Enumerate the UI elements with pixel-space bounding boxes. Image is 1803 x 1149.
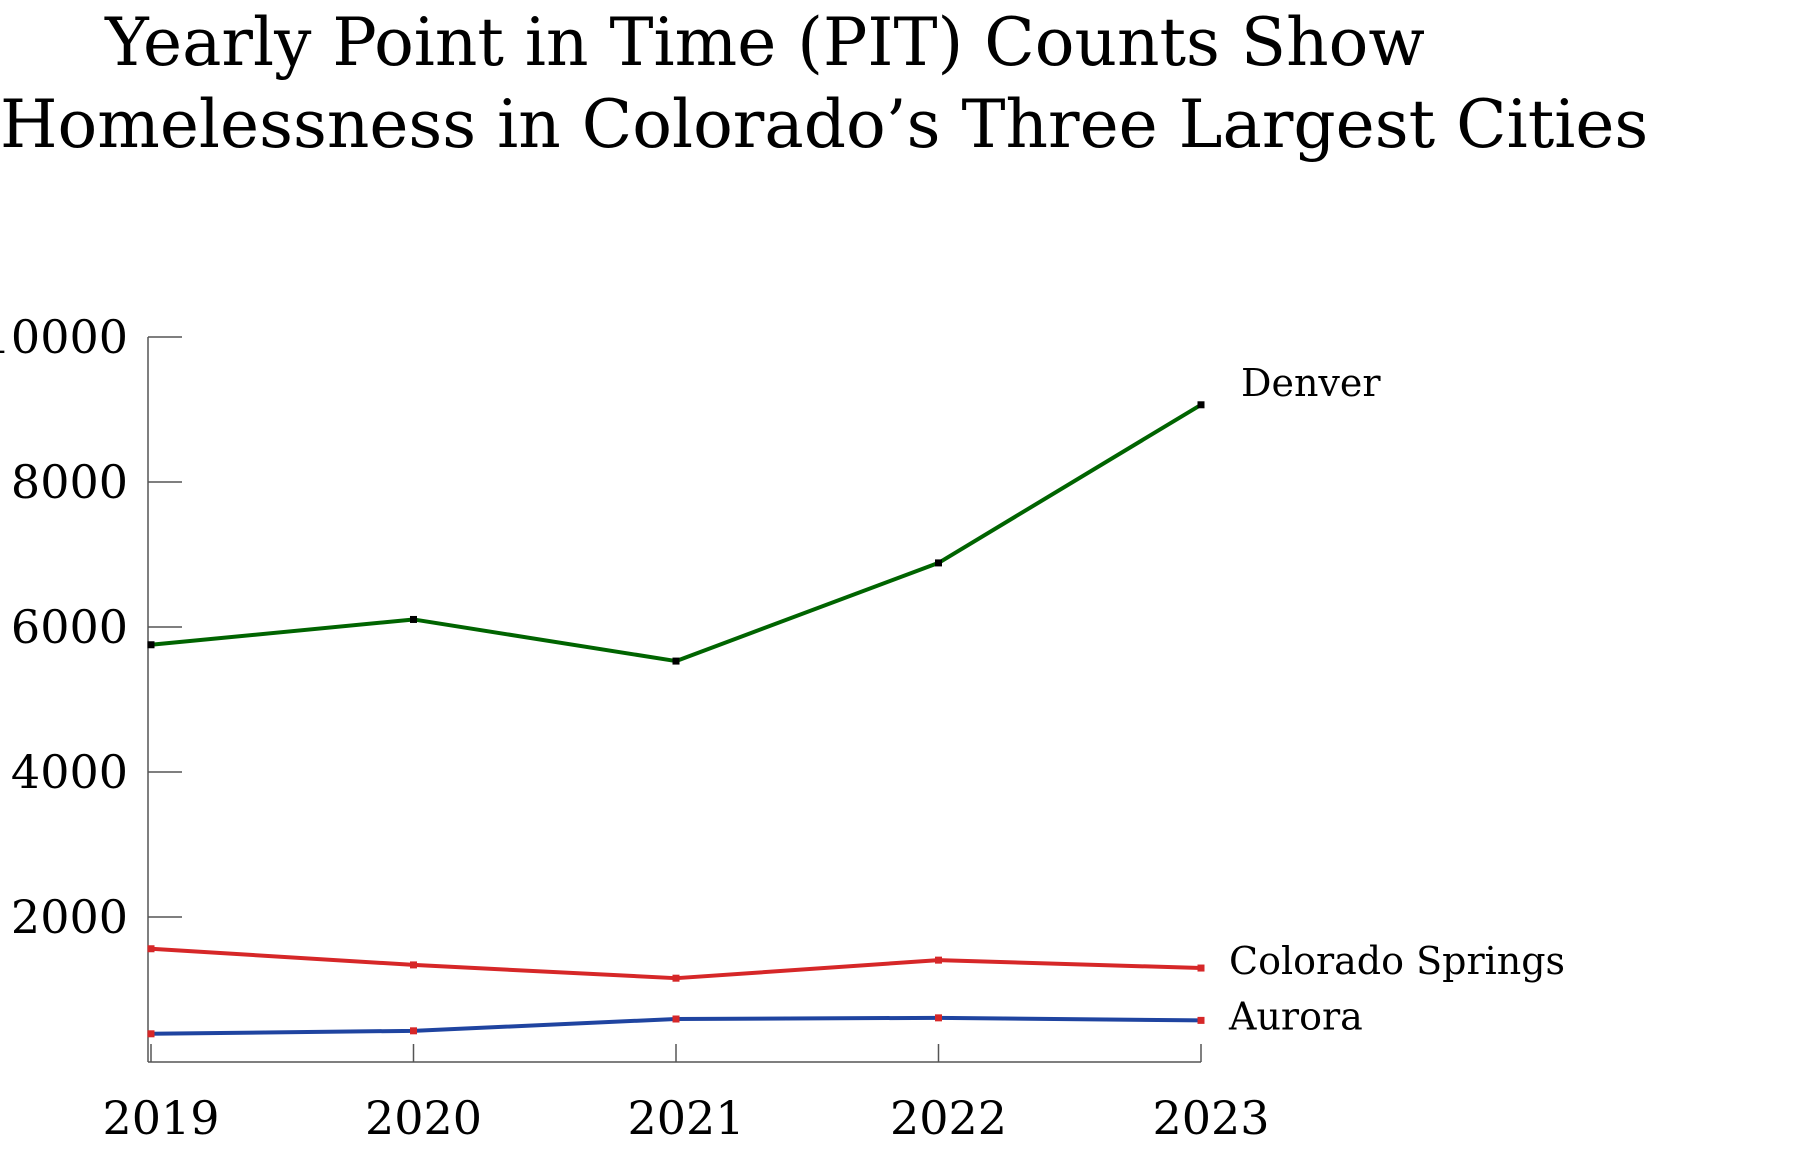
y-tick-label: 6000 [11,600,128,654]
data-point [147,945,155,953]
series-label: Colorado Springs [1229,939,1565,983]
y-tick-label: 10000 [0,310,128,364]
x-tick-label: 2023 [1152,1091,1269,1145]
x-tick-label: 2020 [365,1091,482,1145]
series-line-denver [149,402,1203,664]
y-tick-label: 4000 [11,745,128,799]
data-point [410,615,417,623]
series-label: Aurora [1228,994,1363,1038]
data-point [935,559,942,567]
x-tick-label: 2019 [102,1091,219,1145]
x-tick-label: 2022 [890,1091,1007,1145]
y-tick-label: 2000 [11,890,128,944]
data-point [935,1014,942,1022]
data-point [935,956,942,964]
x-tick-label: 2021 [627,1091,744,1145]
axes: 2000 4000 6000 8000 10000 2019 2020 2021 2022 202… [0,310,1270,1145]
series-lines [147,401,1205,1038]
series-label: Denver [1241,361,1381,405]
data-point [672,974,680,982]
data-point [147,641,155,649]
data-point [1197,401,1205,409]
data-point [410,961,417,969]
series-labels: Denver Colorado Springs Aurora [1228,361,1565,1039]
chart-title-line-2: Homelessness in Colorado’s Three Largest… [0,86,1649,163]
y-tick-label: 8000 [11,455,128,509]
chart-title: Yearly Point in Time (PIT) Counts Show H… [0,2,1649,166]
data-point [410,1027,417,1035]
data-point [1197,1016,1205,1024]
data-point [672,1015,680,1023]
data-point [1197,964,1205,972]
data-point [147,1030,155,1038]
data-point [672,657,680,665]
chart-title-line-1: Yearly Point in Time (PIT) Counts Show [105,4,1425,81]
series-line-colorado-springs [149,946,1203,981]
